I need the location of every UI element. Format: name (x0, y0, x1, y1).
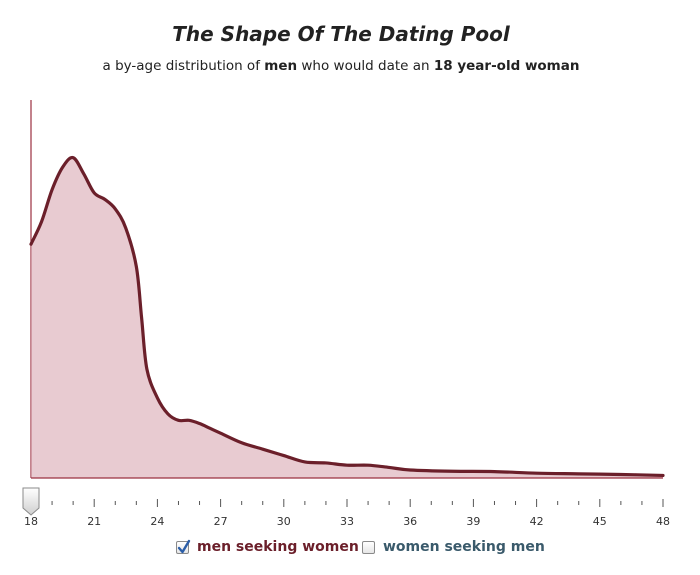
x-tick-label: 45 (593, 515, 607, 528)
subtitle-men: men (264, 58, 298, 74)
legend-item-men-seeking-women[interactable]: men seeking women (176, 539, 359, 555)
subtitle-part: who would date an (297, 58, 434, 74)
slider-handle-shape (22, 487, 40, 516)
series-line (29, 155, 665, 478)
chart-svg: 18 21 24 27 30 33 36 39 42 45 48 (22, 100, 670, 528)
chart-subtitle: a by-age distribution of men who would d… (0, 58, 682, 74)
x-tick-label: 18 (24, 515, 38, 528)
x-tick-label: 48 (656, 515, 670, 528)
subtitle-part: a by-age distribution of (102, 58, 265, 74)
x-tick-label: 39 (466, 515, 480, 528)
legend: men seeking women women seeking men (0, 539, 700, 563)
x-tick-label: 30 (277, 515, 291, 528)
x-tick-label: 21 (87, 515, 101, 528)
legend-label-women-seeking-men: women seeking men (383, 539, 545, 555)
men-seeking-women-checkbox[interactable] (176, 539, 191, 554)
chart-title: The Shape Of The Dating Pool (172, 22, 510, 46)
series-area-fill (31, 157, 663, 478)
x-tick-label: 36 (403, 515, 417, 528)
legend-label-men-seeking-women: men seeking women (197, 539, 359, 555)
women-seeking-men-checkbox[interactable] (362, 540, 375, 554)
x-tick-label: 24 (150, 515, 164, 528)
legend-item-women-seeking-men[interactable]: women seeking men (362, 539, 545, 555)
x-tick-label: 42 (530, 515, 544, 528)
checkmark-icon (177, 539, 191, 553)
slider-handle-icon[interactable] (22, 487, 40, 516)
subtitle-age: 18 year-old woman (433, 58, 580, 74)
x-tick-label: 33 (340, 515, 354, 528)
x-tick-label: 27 (214, 515, 228, 528)
